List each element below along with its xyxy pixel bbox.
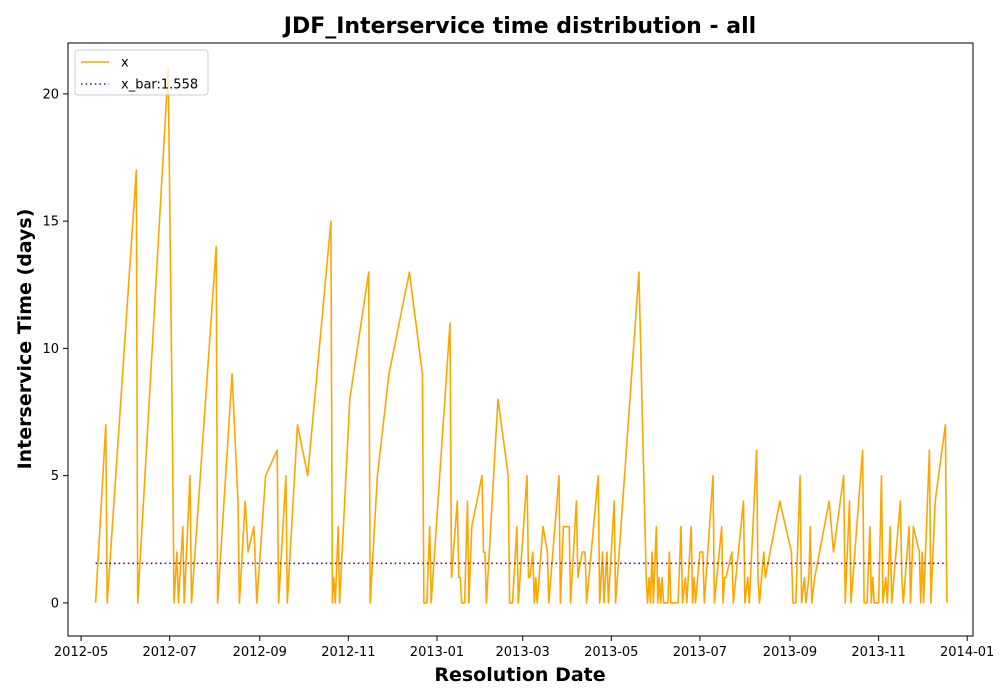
plot-area: 2012-05 2012-07 2012-09 2012-11 2013-01 2013-… bbox=[42, 42, 994, 660]
x-tick-label: 2013-11 bbox=[851, 645, 905, 660]
x-tick-label: 2013-05 bbox=[584, 645, 638, 660]
x-tick-label: 2012-07 bbox=[143, 645, 197, 660]
y-tick-label: 15 bbox=[42, 215, 59, 230]
x-tick-label: 2014-01 bbox=[940, 645, 994, 660]
x-tick-label: 2012-09 bbox=[233, 645, 287, 660]
x-tick-label: 2012-05 bbox=[54, 645, 108, 660]
x-axis-label: Resolution Date bbox=[434, 664, 605, 686]
chart-title: JDF_Interservice time distribution - all bbox=[282, 14, 756, 39]
y-tick-label: 5 bbox=[51, 469, 59, 484]
x-tick-label: 2013-03 bbox=[496, 645, 550, 660]
x-tick-label: 2013-07 bbox=[673, 645, 727, 660]
y-tick-label: 0 bbox=[51, 596, 59, 611]
x-tick-label: 2013-09 bbox=[763, 645, 817, 660]
x-tick-label: 2013-01 bbox=[410, 645, 464, 660]
plot-frame bbox=[67, 42, 974, 637]
y-tick-label: 10 bbox=[42, 342, 59, 357]
legend-label: x_bar:1.558 bbox=[121, 78, 198, 93]
legend: x x_bar:1.558 bbox=[74, 49, 209, 96]
series-line-x bbox=[94, 67, 948, 604]
y-tick-label: 20 bbox=[42, 87, 59, 102]
x-tick-label: 2012-11 bbox=[321, 645, 375, 660]
legend-label: x bbox=[121, 56, 129, 71]
y-axis-label: Interservice Time (days) bbox=[14, 209, 36, 470]
